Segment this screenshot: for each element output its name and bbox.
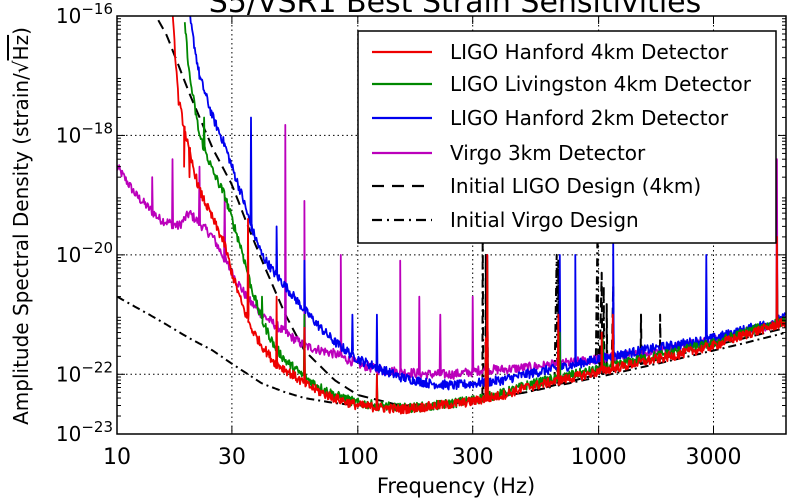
x-axis-label: Frequency (Hz): [377, 474, 535, 498]
x-tick-label: 3000: [686, 445, 742, 470]
sqrt-sign: √: [9, 60, 33, 73]
y-tick-label: 10−22: [56, 358, 113, 386]
legend-box: [357, 30, 777, 244]
x-tick-labels: 10 30 100 300 1000 3000: [103, 445, 742, 470]
plot-frame: [116, 15, 787, 435]
legend-label: Initial LIGO Design (4km): [450, 174, 701, 198]
series-line-ligo-hanford-4km-detector: [171, 16, 786, 415]
y-tick-label: 10−23: [56, 418, 113, 446]
y-axis-label-suffix: ): [9, 27, 33, 35]
x-tick-label: 300: [452, 445, 494, 470]
series-layer: [117, 16, 786, 415]
legend-label: LIGO Hanford 4km Detector: [450, 40, 729, 64]
legend-label: LIGO Livingston 4km Detector: [450, 72, 752, 96]
legend-label: Initial Virgo Design: [450, 208, 639, 232]
x-tick-label: 1000: [571, 445, 627, 470]
legend: LIGO Hanford 4km Detector LIGO Livingston…: [357, 30, 777, 244]
chart-title: S5/VSR1 Best Strain Sensitivities: [209, 0, 702, 20]
legend-label: Virgo 3km Detector: [450, 141, 646, 165]
y-tick-labels: 10−16 10−18 10−20 10−22 10−23: [56, 0, 113, 446]
y-tick-label: 10−20: [56, 239, 113, 267]
legend-label: LIGO Hanford 2km Detector: [450, 106, 729, 130]
y-tick-label: 10−16: [56, 0, 113, 28]
y-axis-label-prefix: Amplitude Spectral Density (strain/: [9, 73, 33, 425]
series-line-initial-virgo-design: [117, 225, 784, 407]
svg-text:Amplitude Spectral Density (st: Amplitude Spectral Density (strain/√Hz): [9, 27, 33, 425]
y-axis-label-radicand: Hz: [9, 35, 33, 61]
y-axis-label: Amplitude Spectral Density (strain/√Hz): [9, 27, 33, 425]
x-tick-label: 30: [218, 445, 246, 470]
x-tick-label: 10: [103, 445, 131, 470]
axis-ticks: [116, 15, 786, 435]
x-tick-label: 100: [337, 445, 379, 470]
y-tick-label: 10−18: [56, 119, 113, 147]
